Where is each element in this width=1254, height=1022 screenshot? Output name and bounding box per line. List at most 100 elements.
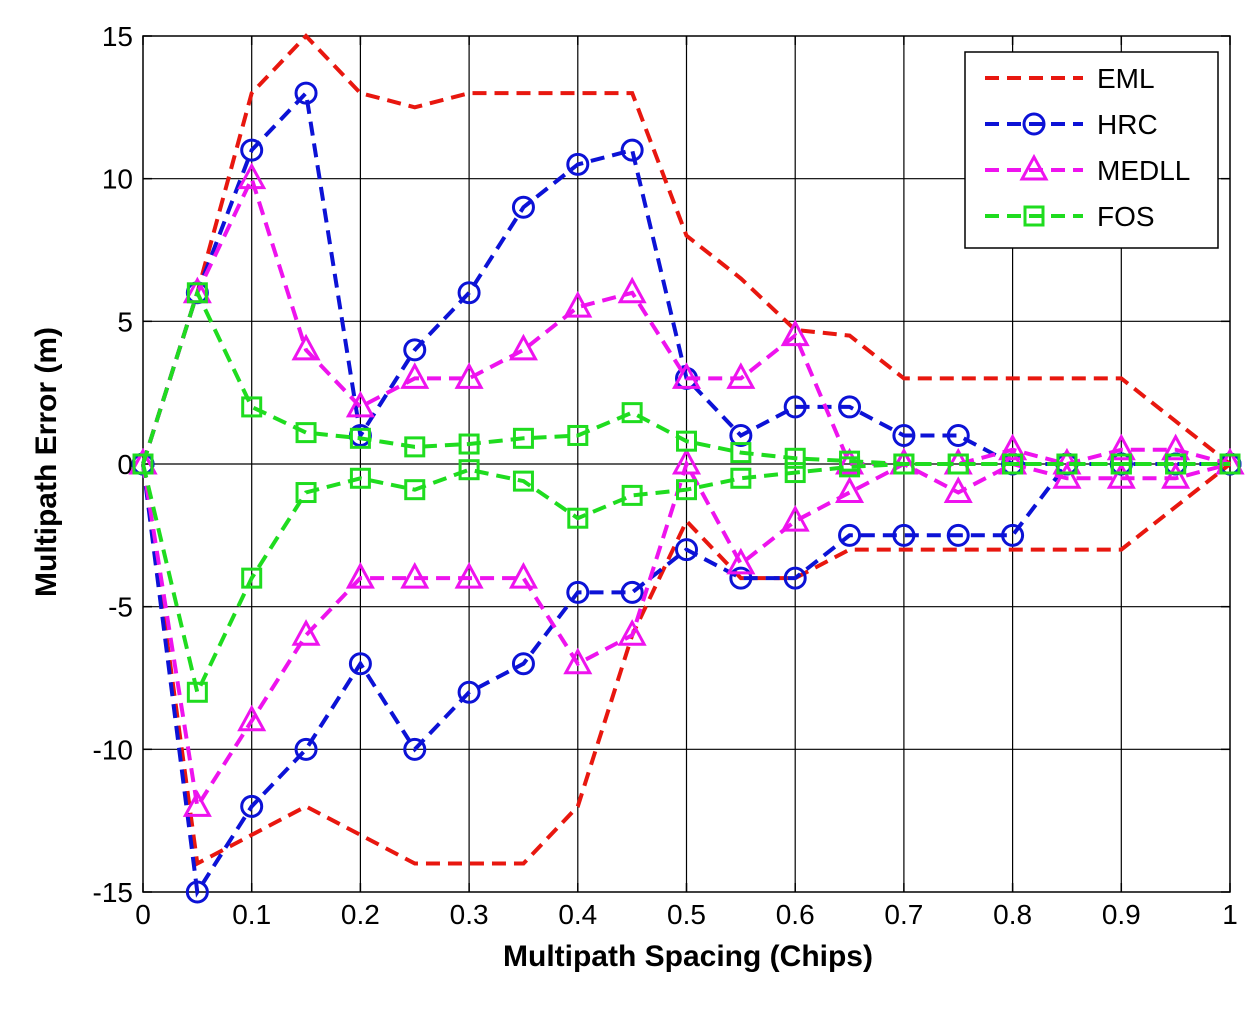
x-tick-label: 0.1: [232, 899, 271, 930]
x-tick-label: 0.3: [450, 899, 489, 930]
medll-lower-point: [671, 447, 702, 475]
x-tick-label: 0.2: [341, 899, 380, 930]
hrc-upper-point: [729, 423, 753, 447]
fos-lower-point: [1165, 453, 1187, 475]
medll-upper-point: [726, 362, 756, 389]
hrc-upper-point: [294, 81, 318, 105]
fos-lower-point: [730, 467, 752, 489]
fos-lower-point: [947, 453, 969, 475]
fos-upper-point: [241, 396, 263, 418]
fos-lower-point: [676, 479, 697, 501]
hrc-lower-point: [403, 737, 427, 761]
hrc-upper-point: [403, 338, 427, 362]
fos-lower-point: [404, 479, 426, 501]
medll-upper-point: [291, 333, 321, 361]
fos-upper-point: [349, 427, 371, 449]
medll-upper-line: [141, 173, 1231, 467]
medll-lower-point: [780, 504, 810, 532]
medll-upper-point: [998, 433, 1028, 461]
hrc-upper-point: [511, 195, 535, 219]
fos-upper-point: [730, 442, 752, 464]
x-tick-label: 0.8: [993, 899, 1032, 930]
series-eml: [141, 33, 1232, 867]
medll-lower-point: [182, 790, 212, 817]
medll-lower-point: [400, 562, 430, 589]
hrc-lower-point: [566, 580, 590, 604]
hrc-upper-point: [838, 395, 862, 419]
axis-ticks: 0 0.1 0.2 0.3 0.4 0.5 0.6 0.7 0.8 0.9 1 15 10 5 0 -5 -10…: [93, 21, 1238, 930]
legend-label-medll: MEDLL: [1097, 155, 1190, 186]
hrc-upper-point: [457, 281, 481, 305]
x-tick-label: 0.7: [884, 899, 923, 930]
medll-lower-point: [454, 562, 484, 589]
y-tick-label: -15: [93, 877, 133, 908]
hrc-lower-line: [141, 462, 1230, 898]
fos-upper-point: [295, 422, 317, 444]
hrc-lower-point: [946, 523, 970, 547]
medll-upper-point: [1106, 433, 1136, 461]
hrc-lower-point: [1001, 523, 1025, 547]
y-tick-label: 15: [102, 21, 133, 52]
series-layer: [128, 33, 1245, 904]
legend-marker-hrc: [1022, 112, 1046, 136]
fos-upper-point: [676, 430, 697, 452]
fos-lower-line: [141, 462, 1230, 699]
hrc-lower-point: [294, 737, 318, 761]
hrc-lower-point: [348, 652, 372, 676]
hrc-upper-point: [892, 423, 916, 447]
medll-upper-point: [508, 333, 538, 361]
fos-lower-point: [839, 456, 861, 478]
legend-marker-fos: [1023, 205, 1045, 227]
hrc-lower-point: [675, 538, 698, 562]
medll-lower-point: [1161, 462, 1191, 489]
medll-lower-point: [345, 562, 375, 589]
fos-lower-point: [893, 453, 915, 475]
medll-lower-point: [237, 704, 267, 732]
fos-lower-point: [458, 459, 480, 481]
medll-upper-point: [617, 276, 647, 304]
fos-upper-line: [141, 287, 1230, 466]
y-tick-label: 10: [102, 164, 133, 195]
y-tick-label: 5: [117, 306, 133, 337]
fos-lower-point: [186, 681, 208, 703]
fos-upper-point: [512, 427, 534, 449]
fos-lower-point: [1056, 453, 1078, 475]
medll-lower-point: [943, 476, 973, 504]
fos-upper-point: [404, 436, 426, 458]
fos-lower-point: [1110, 453, 1132, 475]
y-tick-label: -5: [108, 592, 133, 623]
medll-upper-point: [237, 162, 267, 190]
fos-upper-point: [186, 282, 208, 304]
legend-marker-medll: [1019, 153, 1049, 181]
hrc-lower-point: [783, 566, 807, 590]
fos-upper-point: [621, 402, 643, 424]
fos-upper-point: [458, 433, 480, 455]
fos-lower-point: [621, 484, 643, 506]
hrc-lower-point: [240, 794, 264, 818]
x-tick-label: 0.4: [558, 899, 597, 930]
medll-upper-point: [345, 390, 375, 418]
medll-upper-point: [454, 362, 484, 389]
fos-lower-point: [512, 470, 534, 492]
medll-lower-point: [1106, 462, 1136, 489]
x-tick-label: 1: [1222, 899, 1238, 930]
fos-lower-point: [567, 507, 589, 529]
hrc-upper-point: [620, 138, 644, 162]
medll-lower-point: [617, 619, 647, 646]
medll-upper-point: [671, 362, 702, 389]
hrc-lower-point: [185, 880, 209, 904]
hrc-lower-point: [620, 580, 644, 604]
medll-lower-point: [508, 562, 538, 589]
legend-label-eml: EML: [1097, 63, 1155, 94]
hrc-upper-point: [946, 423, 970, 447]
medll-lower-point: [726, 547, 756, 575]
medll-lower-point: [291, 619, 321, 646]
series-fos: [132, 282, 1241, 703]
x-tick-label: 0.5: [667, 899, 706, 930]
fos-lower-point: [1219, 453, 1241, 475]
medll-lower-point: [1052, 462, 1082, 489]
legend-label-hrc: HRC: [1097, 109, 1158, 140]
fos-upper-point: [784, 447, 806, 469]
hrc-lower-point: [457, 680, 481, 704]
